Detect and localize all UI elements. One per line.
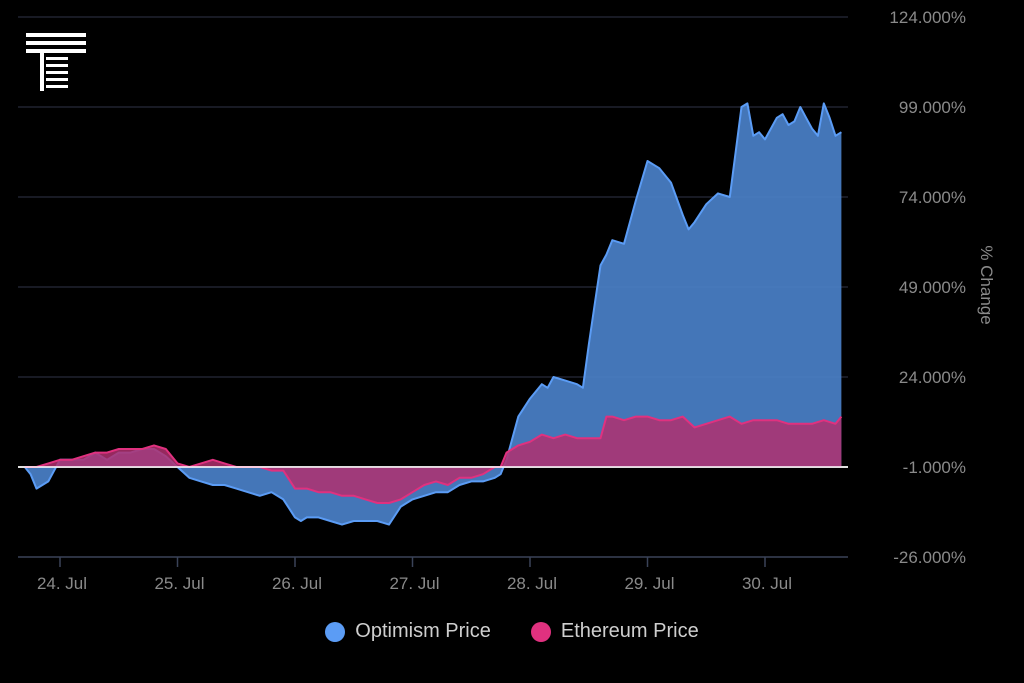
y-tick-label: 124.000% (889, 8, 966, 27)
area-ethereum-price (24, 416, 842, 503)
series-areas (18, 102, 848, 526)
x-tick-label: 29. Jul (624, 574, 674, 593)
legend-label-optimism: Optimism Price (355, 620, 491, 642)
y-tick-label: 99.000% (899, 98, 966, 117)
y-tick-label: 74.000% (899, 188, 966, 207)
x-tick-label: 28. Jul (507, 574, 557, 593)
y-tick-label: -26.000% (893, 548, 966, 567)
legend: Optimism Price Ethereum Price (0, 620, 1024, 643)
x-tick-label: 27. Jul (389, 574, 439, 593)
x-axis: 24. Jul 25. Jul 26. Jul 27. Jul 28. Jul 29. J… (18, 556, 848, 593)
legend-dot-ethereum (530, 621, 551, 642)
line-optimism-price (24, 102, 842, 526)
x-tick-label: 26. Jul (272, 574, 322, 593)
legend-item-ethereum[interactable]: Ethereum Price (530, 620, 699, 643)
t-logo-icon (26, 33, 86, 91)
line-ethereum-price (24, 415, 843, 504)
x-tick-label: 25. Jul (154, 574, 204, 593)
y-tick-label: -1.000% (903, 458, 966, 477)
legend-dot-optimism (325, 621, 346, 642)
x-tick-label: 30. Jul (742, 574, 792, 593)
legend-item-optimism[interactable]: Optimism Price (325, 620, 491, 643)
y-tick-label: 49.000% (899, 278, 966, 297)
y-axis: -26.000% -1.000% 24.000% 49.000% 74.000% 99.0… (889, 8, 966, 567)
x-tick-label: 24. Jul (37, 574, 87, 593)
y-axis-title: % Change (977, 245, 996, 324)
y-tick-label: 24.000% (899, 368, 966, 387)
legend-label-ethereum: Ethereum Price (560, 620, 699, 642)
